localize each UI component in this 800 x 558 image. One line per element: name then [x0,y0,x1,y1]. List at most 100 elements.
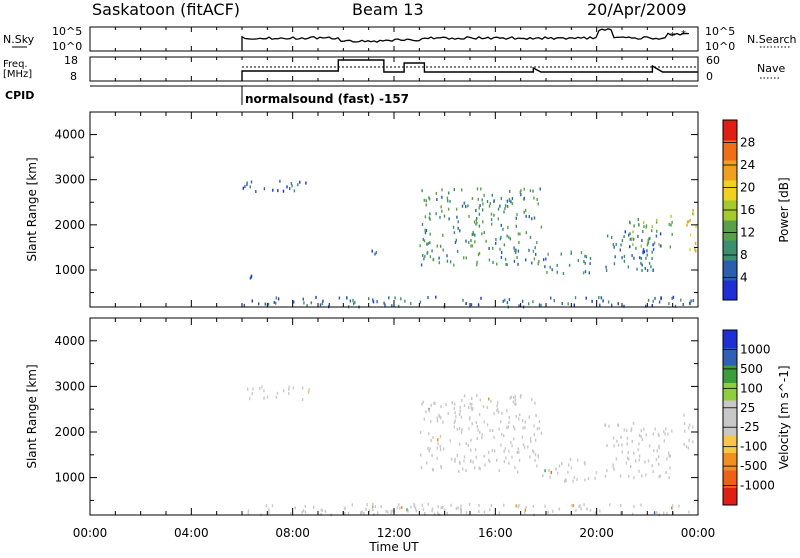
velocity-colorbar-swatch [723,487,737,506]
scatter-cell [537,454,539,458]
scatter-cell [536,241,538,245]
scatter-cell [380,505,382,509]
scatter-cell [600,296,603,300]
nave-tick-bottom: 0 [706,70,713,83]
scatter-cell [299,180,301,184]
freq-trace [241,59,698,81]
velocity-colorbar-swatch [723,330,737,348]
scatter-cell [469,402,471,406]
scatter-cell [419,244,421,248]
scatter-cell [429,255,432,259]
scatter-cell [658,462,660,466]
scatter-cell [440,465,442,468]
scatter-cell [510,200,512,204]
noise-asterisk-2: * [681,29,686,40]
scatter-cell [446,259,449,263]
scatter-cell [626,442,628,446]
scatter-cell [683,413,685,417]
scatter-cell [694,241,697,245]
scatter-cell [487,450,490,454]
scatter-cell [513,259,516,263]
scatter-cell [460,430,463,434]
scatter-cell [524,426,526,430]
scatter-cell [652,299,654,303]
scatter-cell [249,397,251,401]
scatter-cell [477,303,480,307]
scatter-cell [527,445,529,449]
scatter-cell [463,459,465,463]
scatter-cell [429,447,431,451]
scatter-cell [455,507,458,510]
scatter-cell [606,444,608,448]
scatter-cell [271,504,274,508]
power-colorbar-tick-label: 24 [740,158,755,172]
scatter-cell [584,261,586,265]
scatter-cell [282,189,285,193]
scatter-cell [465,256,467,260]
scatter-cell [543,258,545,262]
scatter-cell [692,212,694,216]
scatter-cell [640,256,642,260]
scatter-cell [478,510,480,513]
scatter-cell [454,459,456,463]
scatter-cell [493,435,495,439]
velocity-colorbar-swatch [723,382,737,401]
scatter-cell [436,416,438,420]
scatter-cell [653,449,655,453]
scatter-cell [671,220,673,224]
scatter-cell [473,220,476,224]
scatter-cell [459,405,461,409]
scatter-cell [517,505,519,509]
cpid-label: CPID [5,89,34,102]
scatter-cell [494,449,496,453]
scatter-cell [500,420,502,424]
scatter-cell [602,299,604,303]
scatter-cell [354,300,356,304]
scatter-cell [421,503,423,507]
scatter-cell [460,504,462,508]
scatter-cell [251,392,253,396]
scatter-cell [424,231,427,235]
scatter-cell [349,299,352,303]
scatter-cell [617,443,620,447]
scatter-cell [550,296,552,300]
scatter-cell [671,429,673,433]
scatter-cell [638,454,641,458]
scatter-cell [347,511,350,515]
scatter-cell [423,257,425,261]
scatter-cell [611,303,613,307]
scatter-cell [665,427,667,431]
scatter-cell [656,229,658,233]
scatter-cell [465,469,467,472]
scatter-cell [474,466,476,470]
scatter-cell [500,196,502,200]
scatter-cell [414,506,417,510]
scatter-cell [594,511,597,515]
scatter-cell [465,302,467,305]
scatter-cell [627,265,630,269]
scatter-cell [628,233,630,237]
y-tick-label: 1000 [54,263,85,277]
scatter-cell [310,301,312,305]
scatter-cell [504,207,506,211]
scatter-cell [422,400,424,404]
scatter-cell [690,299,692,303]
scatter-cell [604,474,607,478]
scatter-cell [344,506,346,510]
scatter-cell [638,458,640,462]
scatter-cell [623,304,625,308]
scatter-cell [518,503,520,507]
scatter-cell [660,296,662,300]
scatter-cell [428,409,430,413]
scatter-cell [658,434,660,438]
scatter-cell [515,504,517,508]
scatter-cell [534,246,536,250]
scatter-cell [515,248,517,252]
scatter-cell [429,212,431,216]
scatter-cell [428,432,430,436]
scatter-cell [454,241,457,244]
scatter-cell [490,212,493,216]
scatter-cell [468,427,470,431]
scatter-cell [365,507,367,511]
scatter-cell [514,398,516,402]
